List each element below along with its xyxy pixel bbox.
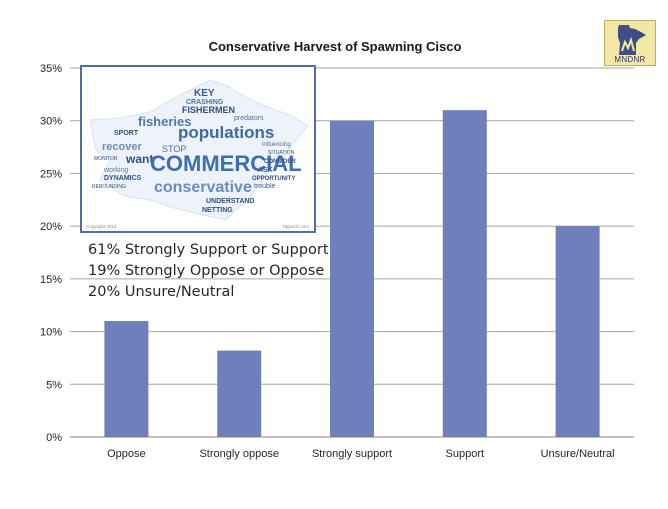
word-want: want [125, 152, 153, 166]
word-influencing: influencing [262, 142, 291, 148]
word-understand: UNDERSTAND [206, 198, 254, 205]
word-populations: populations [178, 123, 274, 142]
mndnr-logo: MNDNR [604, 20, 656, 66]
word-commercial: COMMERCIAL [150, 151, 302, 176]
x-tick-label: Strongly oppose [199, 448, 279, 460]
summary-annotation: 61% Strongly Support or Support 19% Stro… [88, 240, 329, 303]
word-key: KEY [194, 88, 215, 99]
x-tick-label: Support [446, 448, 485, 460]
word-trouble: trouble [254, 183, 276, 190]
word-ask: ASK [258, 167, 273, 174]
bar-unsure-neutral [555, 226, 600, 437]
word-cloud-credit: Tagxedo.com [282, 224, 309, 229]
word-consider: CONSIDER [264, 159, 296, 165]
word-recover: recover [102, 141, 142, 153]
x-tick-label: Oppose [107, 448, 146, 460]
word-opportunity: OPPORTUNITY [252, 176, 295, 182]
bar-strongly-support [330, 120, 374, 437]
summary-line-oppose: 19% Strongly Oppose or Oppose [88, 263, 325, 279]
minnesota-state-outline-icon [618, 25, 646, 55]
word-situation: SITUATION [268, 150, 295, 156]
summary-line-neutral: 20% Unsure/Neutral [88, 284, 235, 300]
word-predators: predators [234, 115, 264, 122]
word-dynamics: DYNAMICS [104, 175, 142, 182]
chart-title: Conservative Harvest of Spawning Cisco [209, 39, 462, 54]
y-axis-tick-labels: 0% 5% 10% 15% 20% 25% 30% 35% [40, 63, 62, 444]
word-netting: NETTING [202, 207, 233, 214]
y-tick-label: 15% [40, 274, 62, 286]
word-crashing: CRASHING [186, 99, 224, 106]
y-tick-label: 30% [40, 116, 62, 128]
word-rebounding: REBOUNDING [92, 184, 126, 190]
word-cloud-image: KEY CRASHING FISHERMEN predators fisheri… [80, 65, 316, 233]
bar-oppose [104, 321, 149, 437]
x-axis-tick-labels: Oppose Strongly oppose Strongly support Sup… [107, 448, 614, 460]
summary-line-support: 61% Strongly Support or Support [88, 242, 329, 258]
y-tick-label: 0% [46, 432, 62, 444]
bar-support [442, 110, 487, 438]
word-fishermen: FISHERMEN [182, 105, 235, 115]
y-tick-label: 35% [40, 63, 62, 75]
word-stop: STOP [162, 144, 186, 154]
bar-strongly-oppose [217, 350, 262, 437]
word-fisheries: fisheries [138, 114, 191, 129]
y-tick-label: 5% [46, 379, 62, 391]
word-sport: SPORT [114, 130, 139, 137]
word-working: working [103, 167, 128, 174]
word-conservative: conservative [154, 179, 252, 196]
x-tick-label: Unsure/Neutral [541, 448, 615, 460]
word-monitor: MONITOR [94, 156, 118, 162]
word-cloud-copyright: Copyright 2014 [86, 224, 117, 229]
word-cloud-fish-shape [89, 79, 309, 221]
y-tick-label: 10% [40, 327, 62, 339]
y-tick-label: 20% [40, 221, 62, 233]
x-tick-label: Strongly support [312, 448, 392, 460]
y-tick-label: 25% [40, 168, 62, 180]
logo-text: MNDNR [614, 55, 646, 64]
bars [104, 110, 600, 438]
